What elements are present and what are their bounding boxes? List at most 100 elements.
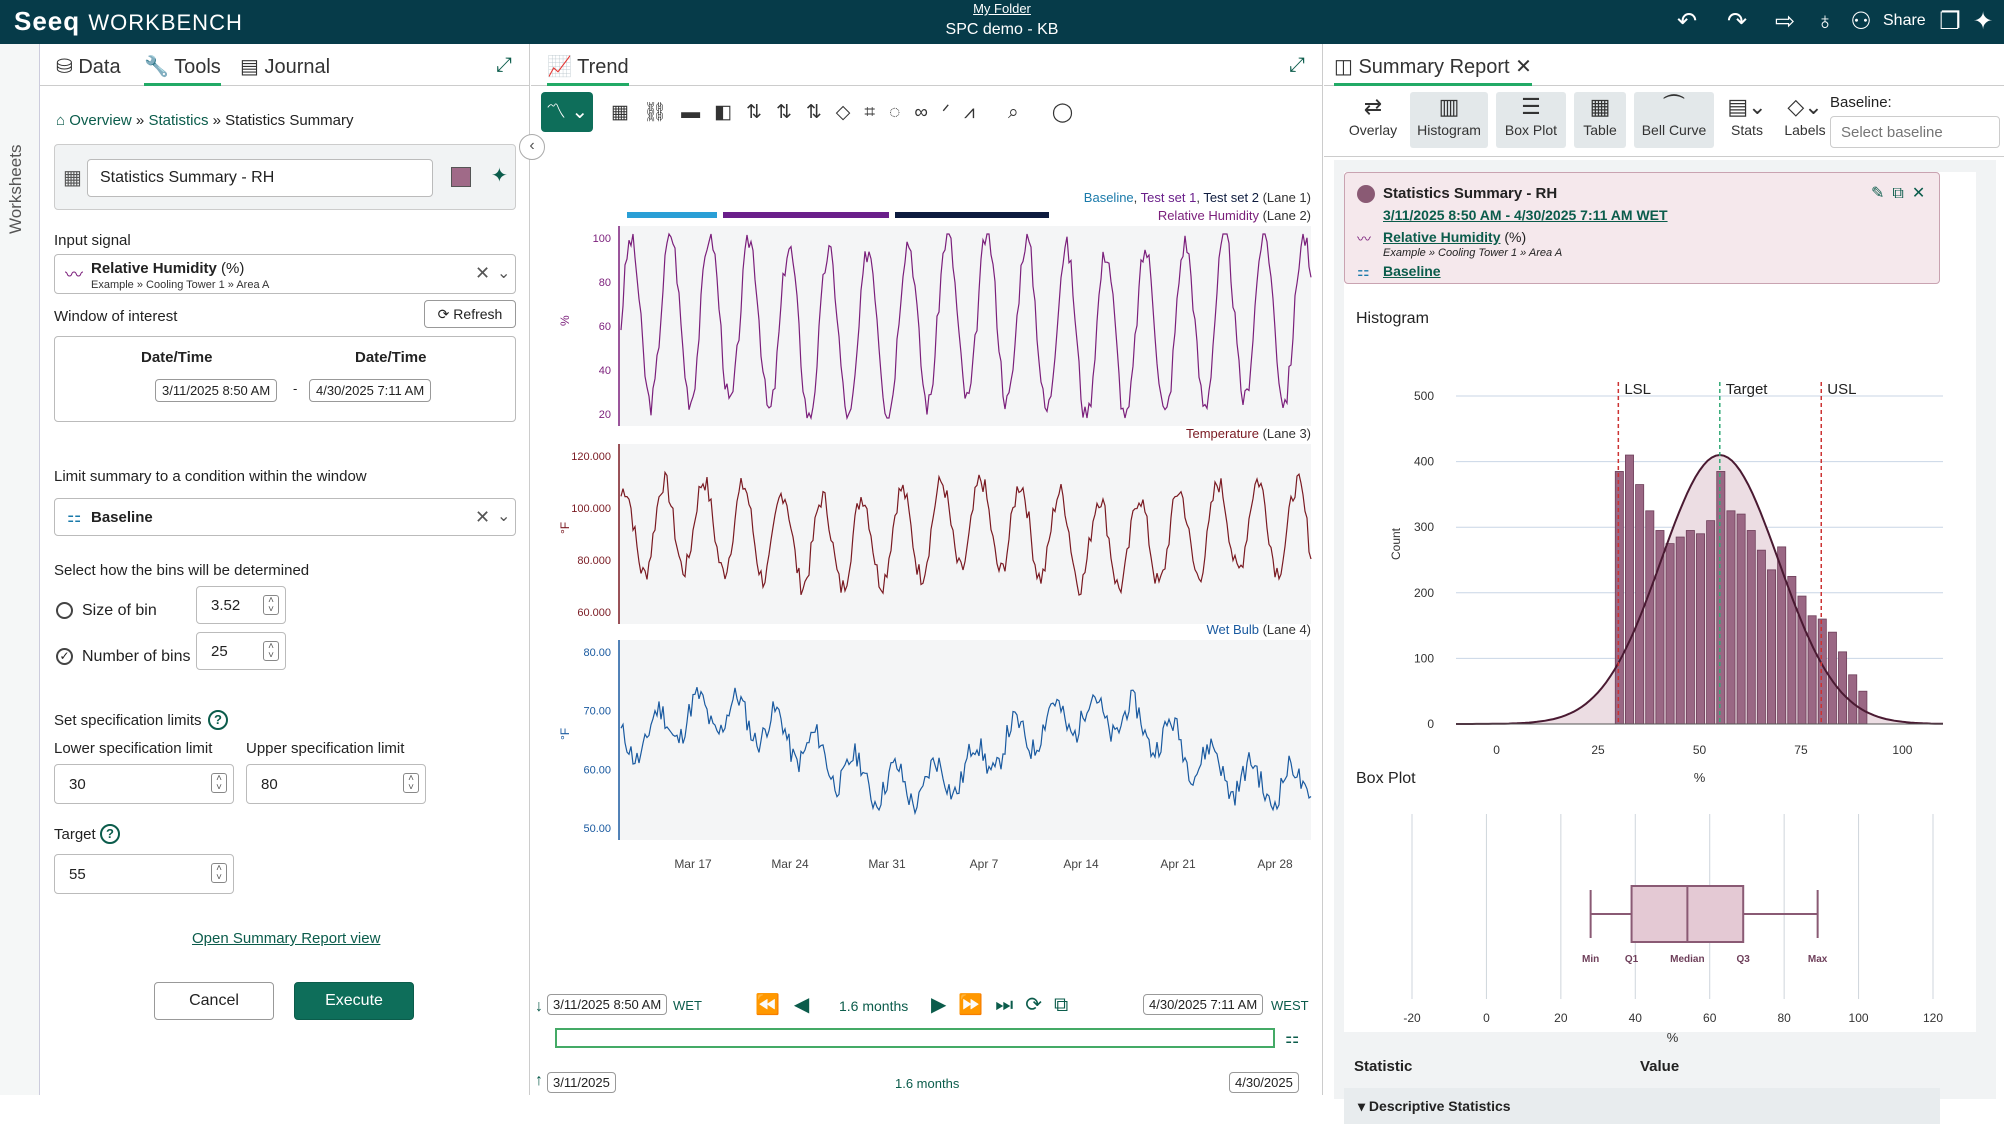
tab-journal[interactable]: ▤ Journal bbox=[240, 56, 331, 78]
number-of-bins-radio[interactable]: ✓ bbox=[56, 648, 73, 665]
share-button[interactable]: Share bbox=[1883, 12, 1926, 29]
labels-button[interactable]: ◇⌄ Labels bbox=[1778, 92, 1832, 148]
trend-toolbar-icons[interactable]: ▦⛓▬◧⇅⇅⇅◇⌗◌∞ᐟ⩘ ⌕ ◯ bbox=[611, 102, 1088, 123]
tab-tools[interactable]: 🔧 Tools bbox=[144, 54, 221, 86]
top-bar: Seeq WORKBENCH My Folder SPC demo - KB ↶… bbox=[0, 0, 2004, 44]
chart-type-button[interactable]: 〽 ⌄ bbox=[541, 92, 593, 132]
card-condition[interactable]: Baseline bbox=[1383, 263, 1441, 279]
worksheets-rail[interactable]: Worksheets bbox=[0, 44, 40, 1095]
box-plot-chart[interactable]: -20 0 20 40 60 80 100 120% Min Q1 Median Q3 Max bbox=[1348, 794, 1968, 1044]
undo-icon[interactable]: ↶ bbox=[1676, 8, 1698, 35]
step-forward-icons[interactable]: ▶⏩⏭⟳⧉ bbox=[931, 994, 1081, 1016]
nav-start-input[interactable]: 3/11/2025 bbox=[547, 1072, 616, 1093]
open-summary-link[interactable]: Open Summary Report view bbox=[192, 930, 381, 947]
expand-icon[interactable]: ⤢ bbox=[1289, 54, 1305, 76]
clear-icon[interactable]: ✕ bbox=[475, 507, 491, 527]
color-swatch[interactable] bbox=[451, 167, 471, 187]
trend-tz2: WEST bbox=[1271, 998, 1309, 1013]
tool-name-row: ▦ Statistics Summary - RH ✦ bbox=[54, 144, 516, 210]
stepper-icon[interactable]: ˄ ˅ bbox=[211, 773, 227, 793]
stepper-icon[interactable]: ˄ ˅ bbox=[403, 773, 419, 793]
close-icon[interactable]: ✕ bbox=[1911, 185, 1934, 202]
collapse-panel-icon[interactable]: ‹ bbox=[519, 134, 545, 160]
histogram-button[interactable]: ▥ Histogram bbox=[1410, 92, 1488, 148]
lane2-unit: % bbox=[558, 315, 572, 326]
x-tick: 50 bbox=[1693, 743, 1707, 757]
help-icon[interactable]: ? bbox=[100, 824, 120, 844]
stepper-icon[interactable]: ˄ ˅ bbox=[263, 595, 279, 615]
clear-icon[interactable]: ✕ bbox=[475, 263, 491, 283]
arrow-up-icon[interactable]: ↑ bbox=[535, 1072, 543, 1089]
expand-icon[interactable]: ⤢ bbox=[496, 54, 512, 76]
lightbulb-icon[interactable]: ♁ bbox=[1816, 8, 1834, 35]
box-plot-icon: ☰ bbox=[1521, 94, 1541, 119]
baseline-input[interactable] bbox=[1830, 116, 2000, 148]
descriptive-stats-section[interactable]: ▾ Descriptive Statistics bbox=[1344, 1088, 1940, 1124]
help-icon[interactable]: ? bbox=[208, 710, 228, 730]
folder-link[interactable]: My Folder bbox=[973, 1, 1031, 16]
bell-curve-icon: ⏜ bbox=[1663, 94, 1685, 119]
card-signal[interactable]: Relative Humidity bbox=[1383, 229, 1501, 245]
target-input[interactable]: 55 ˄ ˅ bbox=[54, 854, 234, 894]
size-of-bin-input[interactable]: 3.52 ˄ ˅ bbox=[196, 586, 286, 624]
end-date-input[interactable]: 4/30/2025 7:11 AM bbox=[309, 379, 432, 402]
trend-end-input[interactable]: 4/30/2025 7:11 AM bbox=[1143, 994, 1264, 1015]
cancel-button[interactable]: Cancel bbox=[154, 982, 274, 1020]
trend-duration[interactable]: 1.6 months bbox=[839, 998, 909, 1014]
chevron-down-icon[interactable]: ⌄ bbox=[497, 508, 511, 525]
overlay-button[interactable]: ⇄ Overlay bbox=[1344, 92, 1402, 148]
tab-data[interactable]: ⛁ Data bbox=[56, 56, 121, 78]
y-label: Count bbox=[1389, 527, 1403, 560]
lane2-tick: 60 bbox=[599, 321, 611, 333]
lsl-input[interactable]: 30 ˄ ˅ bbox=[54, 764, 234, 804]
card-range[interactable]: 3/11/2025 8:50 AM - 4/30/2025 7:11 AM WE… bbox=[1383, 207, 1668, 223]
arrow-down-icon[interactable]: ↓ bbox=[535, 998, 543, 1015]
stepper-icon[interactable]: ˄ ˅ bbox=[263, 641, 279, 661]
trend-chart[interactable]: Baseline, Test set 1, Test set 2 (Lane 1… bbox=[531, 144, 1323, 1044]
histogram-chart[interactable]: 0 100 200 300 400 500 0 25 50 75 100% Count LSL Targe… bbox=[1348, 334, 1968, 804]
stepper-icon[interactable]: ˄ ˅ bbox=[211, 863, 227, 883]
copy-icon[interactable]: ⧉ bbox=[1892, 185, 1912, 202]
execute-button[interactable]: Execute bbox=[294, 982, 414, 1020]
stats-button[interactable]: ▤⌄ Stats bbox=[1722, 92, 1772, 148]
forward-icon[interactable]: ⇨ bbox=[1774, 8, 1796, 35]
left-tabs: ⛁ Data 🔧 Tools ▤ Journal ⤢ bbox=[40, 44, 529, 86]
edit-icon[interactable]: ✎ bbox=[1871, 185, 1893, 202]
start-date-input[interactable]: 3/11/2025 8:50 AM bbox=[155, 379, 278, 402]
sparkle-icon[interactable]: ✦ bbox=[491, 165, 508, 187]
tool-name-input[interactable]: Statistics Summary - RH bbox=[87, 159, 433, 197]
table-button[interactable]: ▦ Table bbox=[1574, 92, 1626, 148]
number-of-bins-input[interactable]: 25 ˄ ˅ bbox=[196, 632, 286, 670]
input-signal-select[interactable]: 〰 Relative Humidity (%) Example » Coolin… bbox=[54, 254, 516, 294]
chevron-down-icon[interactable]: ⌄ bbox=[497, 265, 511, 282]
breadcrumb-statistics[interactable]: Statistics bbox=[148, 112, 209, 129]
nav-end-input[interactable]: 4/30/2025 bbox=[1229, 1072, 1299, 1093]
card-actions[interactable]: ✎⧉✕ bbox=[1871, 183, 1933, 203]
lane2-legend: Relative Humidity (Lane 2) bbox=[1158, 208, 1311, 223]
x-tick: Mar 17 bbox=[674, 857, 712, 871]
lane4-tick: 60.00 bbox=[583, 764, 611, 776]
lane2-tick: 100 bbox=[593, 233, 611, 245]
refresh-button[interactable]: ⟳ Refresh bbox=[424, 300, 516, 328]
summary-panel: ◫ Summary Report ✕ ⇄ Overlay ▥ Histogram ☰… bbox=[1324, 44, 2004, 1124]
tab-trend[interactable]: 📈 Trend bbox=[547, 54, 629, 86]
nav-duration: 1.6 months bbox=[895, 1076, 960, 1091]
size-of-bin-radio[interactable] bbox=[56, 602, 73, 619]
add-user-icon[interactable]: ⚇ bbox=[1850, 8, 1872, 35]
lane3-tick: 60.000 bbox=[577, 607, 611, 619]
redo-icon[interactable]: ↷ bbox=[1726, 8, 1748, 35]
trend-start-input[interactable]: 3/11/2025 8:50 AM bbox=[547, 994, 668, 1015]
close-icon[interactable]: ✕ bbox=[1515, 56, 1532, 78]
range-navigator[interactable] bbox=[555, 1028, 1275, 1048]
condition-select[interactable]: ⚏ Baseline ✕ ⌄ bbox=[54, 498, 516, 536]
sparkle-icon[interactable]: ✦ bbox=[1972, 8, 1994, 35]
card-path: Example » Cooling Tower 1 » Area A bbox=[1383, 247, 1563, 259]
step-back-icons[interactable]: ⏪◀ bbox=[755, 994, 824, 1016]
box-plot-button[interactable]: ☰ Box Plot bbox=[1496, 92, 1566, 148]
tab-summary-report[interactable]: ◫ Summary Report ✕ bbox=[1334, 54, 1532, 86]
usl-input[interactable]: 80 ˄ ˅ bbox=[246, 764, 426, 804]
breadcrumb-overview[interactable]: Overview bbox=[69, 112, 132, 129]
navigator-icon[interactable]: ⚏ bbox=[1285, 1030, 1300, 1047]
window-icon[interactable]: ❐ bbox=[1939, 8, 1961, 35]
bell-curve-button[interactable]: ⏜ Bell Curve bbox=[1634, 92, 1714, 148]
